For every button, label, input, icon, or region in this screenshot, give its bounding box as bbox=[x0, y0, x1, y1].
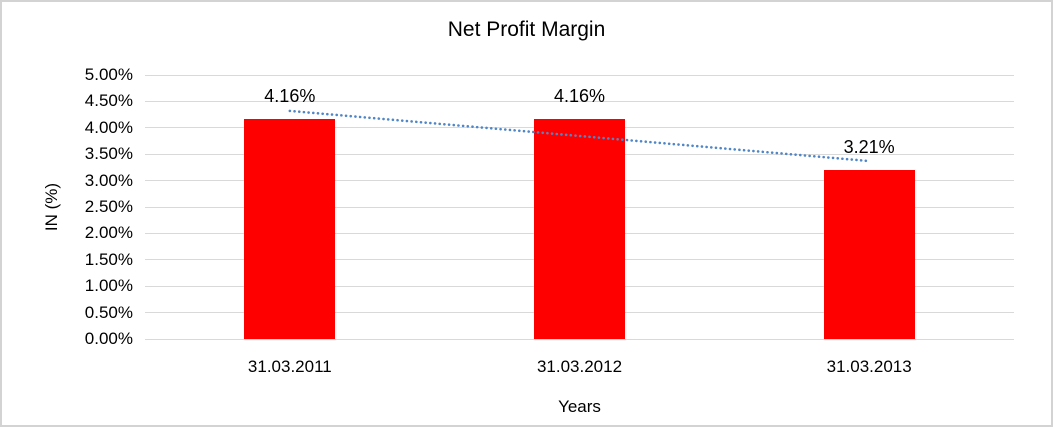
y-axis-tick-label: 5.00% bbox=[84, 65, 133, 84]
y-axis-tick-label: 4.00% bbox=[84, 117, 133, 137]
gridline bbox=[145, 100, 1014, 102]
bar-31.03.2012 bbox=[534, 119, 625, 339]
gridline bbox=[145, 338, 1014, 340]
y-axis-tick-label: 1.00% bbox=[84, 276, 133, 296]
bar-data-label: 3.21% bbox=[843, 136, 895, 157]
x-axis-tick-label: 31.03.2013 bbox=[826, 357, 912, 376]
x-axis-title: Years bbox=[558, 397, 601, 416]
x-axis-tick-label: 31.03.2011 bbox=[247, 357, 332, 376]
y-axis-tick-label: 2.00% bbox=[84, 223, 133, 243]
bar-data-label: 4.16% bbox=[553, 86, 606, 107]
y-axis-tick-label: 2.50% bbox=[84, 197, 133, 216]
bar-31.03.2013 bbox=[823, 169, 915, 339]
y-axis-tick-label: 4.50% bbox=[84, 91, 133, 111]
y-axis-tick-label: 0.50% bbox=[84, 302, 133, 322]
y-axis-tick-label: 3.50% bbox=[84, 144, 133, 164]
bar-data-label: 4.16% bbox=[264, 86, 316, 107]
y-axis-tick-label: 0.00% bbox=[84, 329, 133, 348]
chart-title: Net Profit Margin bbox=[447, 18, 606, 41]
x-axis-tick-label: 31.03.2012 bbox=[536, 357, 623, 376]
gridline bbox=[145, 74, 1014, 76]
bar-31.03.2011 bbox=[244, 119, 336, 339]
y-axis-tick-label: 3.00% bbox=[84, 170, 133, 190]
y-axis-tick-label: 1.50% bbox=[84, 249, 133, 269]
